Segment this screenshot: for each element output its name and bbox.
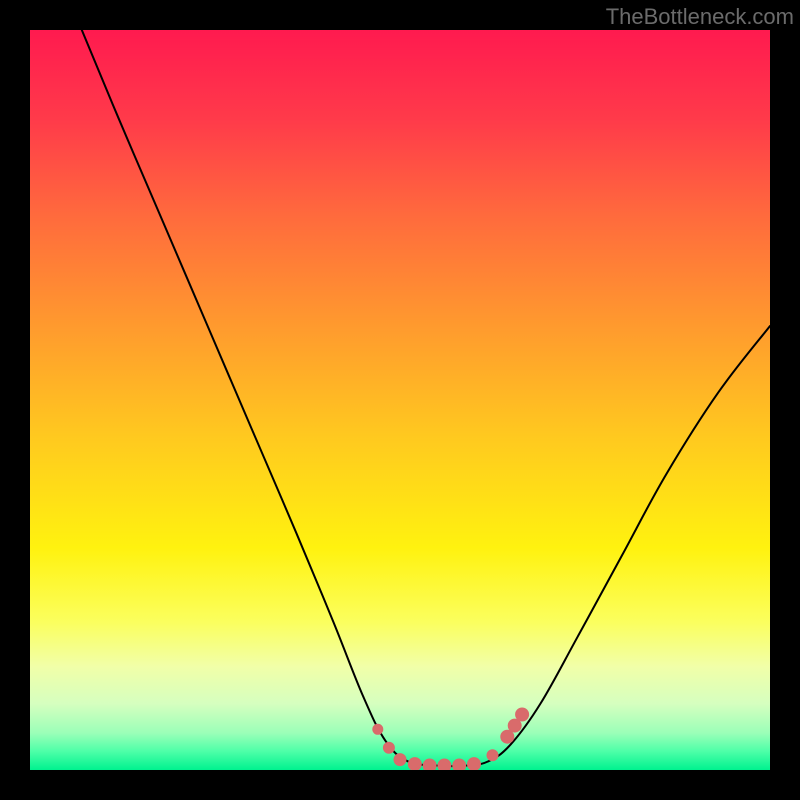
data-marker <box>394 754 406 766</box>
data-marker <box>508 719 521 732</box>
chart-frame: TheBottleneck.com <box>0 0 800 800</box>
gradient-background <box>30 30 770 770</box>
plot-area <box>30 30 770 770</box>
data-marker <box>373 724 383 734</box>
data-marker <box>468 758 481 770</box>
data-marker <box>501 730 514 743</box>
data-marker <box>453 759 466 770</box>
data-marker <box>487 750 498 761</box>
data-marker <box>383 742 394 753</box>
data-marker <box>516 708 529 721</box>
data-marker <box>408 758 421 770</box>
plot-svg <box>30 30 770 770</box>
data-marker <box>423 759 436 770</box>
data-marker <box>438 759 451 770</box>
watermark-text: TheBottleneck.com <box>606 4 794 30</box>
